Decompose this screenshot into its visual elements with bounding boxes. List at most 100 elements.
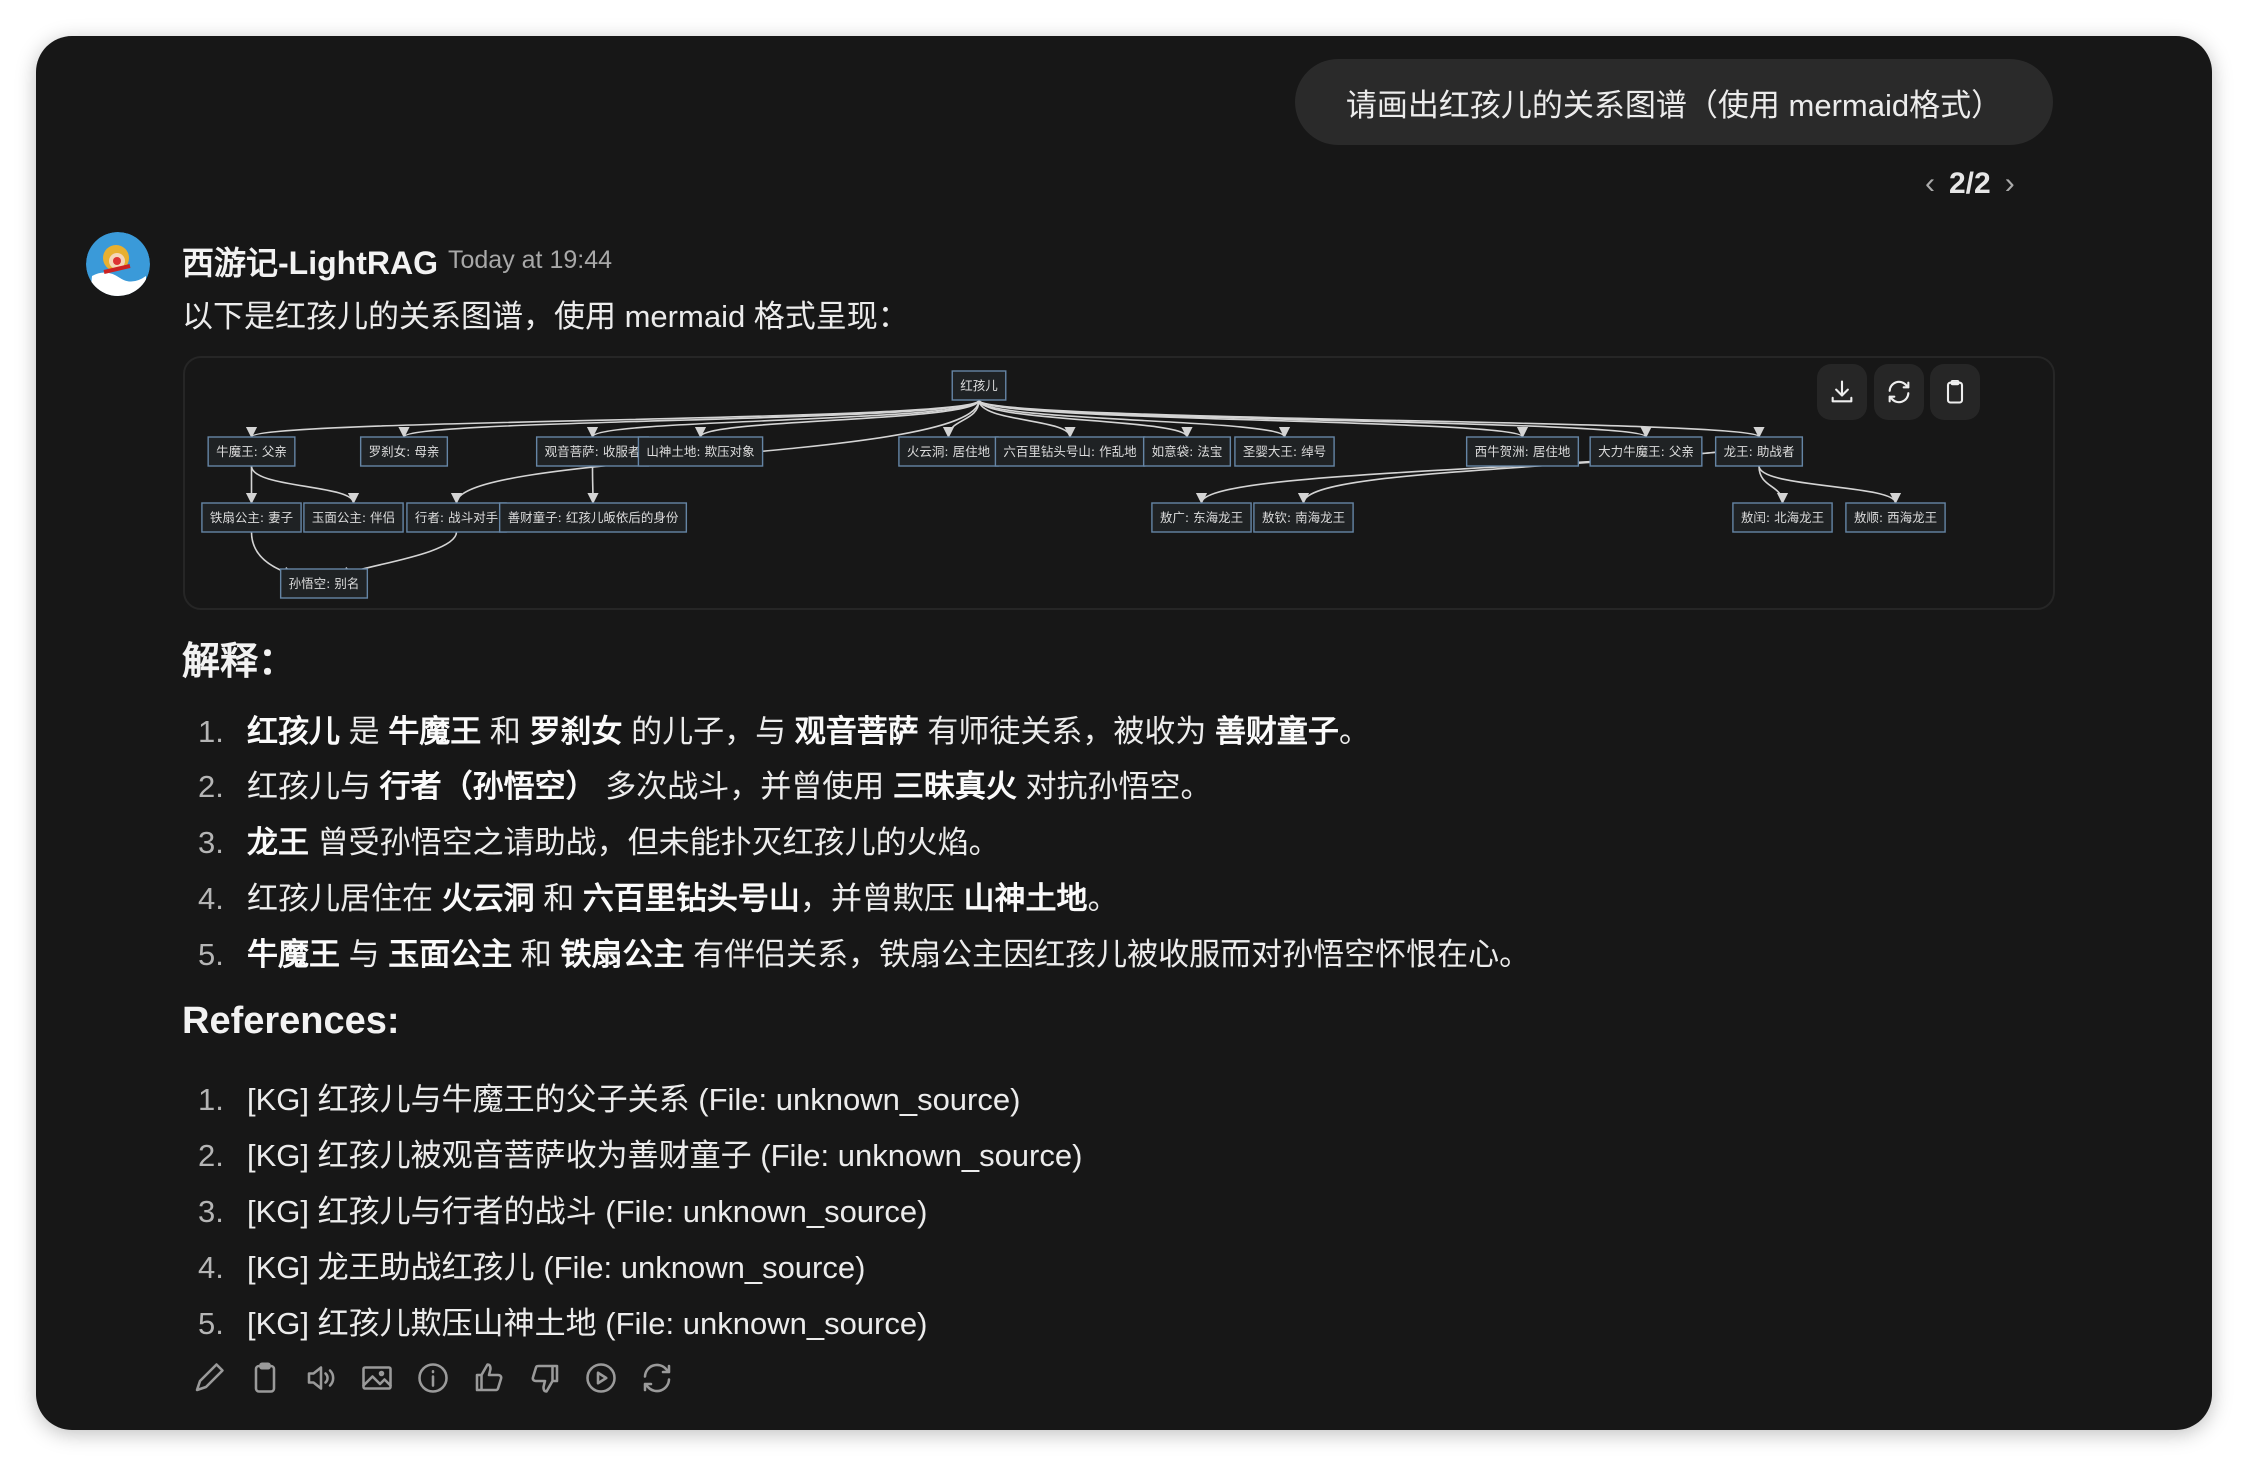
graph-node-label: 铁扇公主: 妻子 xyxy=(210,510,293,525)
graph-node: 玉面公主: 伴侣 xyxy=(303,502,404,533)
graph-edge xyxy=(978,399,1290,439)
reference-text: [KG] 红孩儿与牛魔王的父子关系 (File: unknown_source) xyxy=(247,1082,1021,1117)
text-segment: 和 xyxy=(534,881,583,916)
reference-text: [KG] 红孩儿被观音菩萨收为善财童子 (File: unknown_sourc… xyxy=(247,1138,1083,1173)
text-segment: ，并曾欺压 xyxy=(799,881,964,916)
bold-term: 玉面公主 xyxy=(388,937,513,972)
regenerate-icon xyxy=(643,1363,671,1393)
graph-node: 敖钦: 南海龙王 xyxy=(1253,502,1354,533)
regenerate-button[interactable] xyxy=(639,1360,675,1396)
graph-node-label: 大力牛魔王: 父亲 xyxy=(1598,444,1694,459)
refresh-button[interactable] xyxy=(1874,364,1924,420)
reference-text: [KG] 红孩儿与行者的战斗 (File: unknown_source) xyxy=(247,1194,928,1229)
graph-edge xyxy=(398,399,980,439)
graph-node: 圣婴大王: 绰号 xyxy=(1234,436,1335,467)
intro-text: 以下是红孩儿的关系图谱，使用 mermaid 格式呈现： xyxy=(182,299,909,334)
copy-diagram-button[interactable] xyxy=(1930,364,1980,420)
thumbs-down-icon xyxy=(531,1364,559,1393)
explanation-item: 4. 红孩儿居住在 火云洞 和 六百里钻头号山，并曾欺压 山神土地。 xyxy=(198,873,1118,918)
graph-node: 红孩儿 xyxy=(951,370,1007,401)
graph-node-label: 敖钦: 南海龙王 xyxy=(1262,510,1345,525)
copy-icon xyxy=(254,1362,276,1393)
graph-node: 敖顺: 西海龙王 xyxy=(1845,502,1946,533)
list-number: 3. xyxy=(198,825,224,860)
graph-node: 山神土地: 欺压对象 xyxy=(637,436,764,467)
graph-edge xyxy=(587,399,980,439)
list-number: 1. xyxy=(198,714,224,749)
clipboard-icon xyxy=(1946,380,1964,404)
graph-edge xyxy=(587,465,599,505)
pager-label: 2/2 xyxy=(1949,167,1991,200)
play-icon xyxy=(586,1363,616,1393)
graph-node-label: 红孩儿 xyxy=(960,378,998,393)
graph-node: 罗刹女: 母亲 xyxy=(359,436,449,467)
text-segment: 。 xyxy=(1338,714,1370,749)
graph-node-label: 敖广: 东海龙王 xyxy=(1160,510,1243,525)
text-segment: 红孩儿居住在 xyxy=(247,881,442,916)
graph-node-label: 敖顺: 西海龙王 xyxy=(1854,510,1937,525)
graph-node-label: 敖闰: 北海龙王 xyxy=(1741,510,1824,525)
chevron-left-icon[interactable]: ‹ xyxy=(1925,167,1935,200)
refresh-icon xyxy=(1888,380,1910,404)
list-number: 1. xyxy=(198,1082,224,1117)
text-segment: 红孩儿与 xyxy=(247,769,380,804)
bold-term: 行者（孙悟空） xyxy=(379,769,597,804)
monkey-king-avatar-icon xyxy=(86,232,150,296)
list-number: 5. xyxy=(198,937,224,972)
graph-node-label: 牛魔王: 父亲 xyxy=(216,444,287,459)
text-segment: 和 xyxy=(481,714,530,749)
avatar xyxy=(86,232,150,296)
reference-item: 1. [KG] 红孩儿与牛魔王的父子关系 (File: unknown_sourc… xyxy=(198,1074,1020,1119)
info-button[interactable] xyxy=(415,1360,451,1396)
bold-term: 红孩儿 xyxy=(247,714,340,749)
bold-term: 牛魔王 xyxy=(388,714,482,749)
graph-node: 龙王: 助战者 xyxy=(1714,436,1804,467)
read-aloud-button[interactable] xyxy=(303,1360,339,1396)
bold-term: 牛魔王 xyxy=(247,937,340,972)
graph-node-label: 六百里钻头号山: 作乱地 xyxy=(1003,444,1137,459)
chevron-right-icon[interactable]: › xyxy=(2004,167,2015,200)
edit-button[interactable] xyxy=(191,1360,227,1396)
graph-node: 敖广: 东海龙王 xyxy=(1151,502,1252,533)
graph-node: 大力牛魔王: 父亲 xyxy=(1589,436,1703,467)
graph-node-label: 西牛贺洲: 居住地 xyxy=(1475,444,1571,459)
thumbs-up-icon xyxy=(475,1363,503,1392)
graph-node-label: 观音菩萨: 收服者 xyxy=(545,444,641,459)
text-segment: 是 xyxy=(340,714,389,749)
graph-edge xyxy=(942,399,980,439)
text-segment: 有师徒关系，被收为 xyxy=(918,714,1215,749)
edit-icon xyxy=(195,1363,224,1392)
reference-text: [KG] 龙王助战红孩儿 (File: unknown_source) xyxy=(247,1250,866,1285)
graph-node-label: 如意袋: 法宝 xyxy=(1152,444,1223,459)
graph-node: 铁扇公主: 妻子 xyxy=(201,502,302,533)
graph-node-label: 孙悟空: 别名 xyxy=(289,576,360,591)
graph-node-label: 龙王: 助战者 xyxy=(1724,444,1795,459)
graph-edge xyxy=(978,399,1193,439)
list-number: 3. xyxy=(198,1194,224,1229)
graph-node: 火云洞: 居住地 xyxy=(898,436,999,467)
bold-term: 火云洞 xyxy=(441,881,535,916)
thumbs-down-button[interactable] xyxy=(527,1360,563,1396)
graph-edge xyxy=(1758,465,1789,505)
graph-edge xyxy=(1758,465,1902,505)
list-number: 2. xyxy=(198,769,224,804)
play-button[interactable] xyxy=(583,1360,619,1396)
user-message-text: 请画出红孩儿的关系图谱（使用 mermaid格式） xyxy=(1345,87,2003,123)
mermaid-diagram: 红孩儿牛魔王: 父亲 罗刹女: 母亲 观音菩萨: 收服者 山神土地: 欺压对象 火云洞:… xyxy=(183,356,2055,610)
text-segment: 。 xyxy=(1087,881,1119,916)
list-number: 5. xyxy=(198,1306,224,1341)
copy-button[interactable] xyxy=(247,1360,283,1396)
download-button[interactable] xyxy=(1817,364,1867,420)
graph-node: 牛魔王: 父亲 xyxy=(207,436,296,467)
reference-item: 3. [KG] 红孩儿与行者的战斗 (File: unknown_source) xyxy=(198,1186,927,1231)
response-pager: ‹ 2/2 › xyxy=(1925,164,2015,204)
image-button[interactable] xyxy=(359,1360,395,1396)
explanation-item: 2. 红孩儿与 行者（孙悟空） 多次战斗，并曾使用 三昧真火 对抗孙悟空。 xyxy=(198,761,1211,806)
bold-term: 龙王 xyxy=(247,825,309,860)
explanation-item: 5. 牛魔王 与 玉面公主 和 铁扇公主 有伴侣关系，铁扇公主因红孩儿被收服而对孙… xyxy=(198,929,1530,974)
graph-node-label: 圣婴大王: 绰号 xyxy=(1243,444,1326,459)
thumbs-up-button[interactable] xyxy=(471,1360,507,1396)
graph-node: 六百里钻头号山: 作乱地 xyxy=(994,436,1146,467)
explanation-item: 3. 龙王 曾受孙悟空之请助战，但未能扑灭红孩儿的火焰。 xyxy=(198,817,1000,862)
